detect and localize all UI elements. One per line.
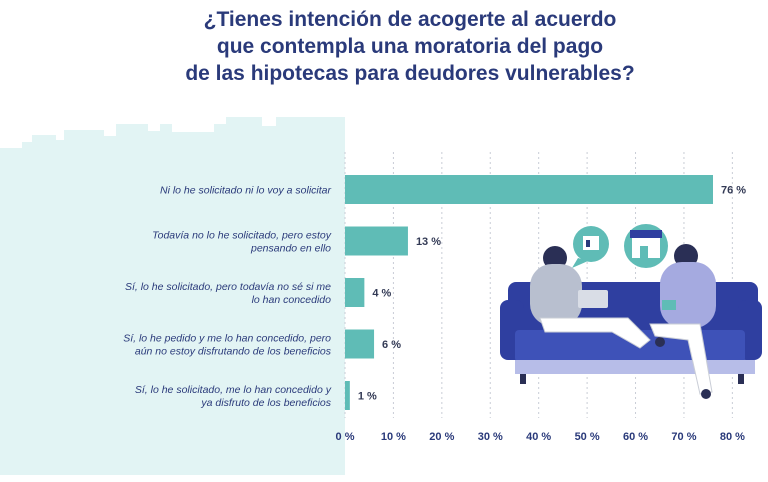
category-label-line: pensando en ello (250, 243, 331, 255)
value-label: 13 % (416, 236, 441, 248)
x-tick-label: 30 % (478, 431, 503, 443)
category-label-line: Sí, lo he pedido y me lo han concedido, … (123, 333, 331, 345)
x-tick-label: 70 % (671, 431, 696, 443)
title-line-2: que contempla una moratoria del pago (216, 35, 604, 58)
bar (345, 278, 365, 307)
bar (345, 175, 713, 204)
category-label-line: lo han concedido (252, 294, 332, 306)
category-label-line: Sí, lo he solicitado, pero todavía no sé… (125, 281, 331, 293)
x-tick-labels: 0 % 10 % 20 % 30 % 40 % 50 % 60 % 70 % 80 % (336, 431, 746, 443)
category-label-line: ya disfruto de los beneficios (200, 397, 331, 409)
category-labels: Ni lo he solicitado ni lo voy a solicita… (123, 185, 332, 410)
category-label: Todavía no lo he solicitado, pero estoy p… (152, 230, 332, 255)
person-right (649, 244, 716, 399)
x-tick-label: 20 % (429, 431, 454, 443)
value-label: 4 % (372, 288, 391, 300)
x-tick-label: 80 % (720, 431, 745, 443)
category-label: Sí, lo he solicitado, me lo han concedid… (135, 384, 332, 409)
category-label-line: aún no estoy disfrutando de los benefici… (135, 346, 332, 358)
category-label: Sí, lo he pedido y me lo han concedido, … (123, 333, 332, 358)
shop-icon (624, 224, 668, 268)
value-labels: 76 % 13 % 4 % 6 % 1 % (358, 185, 746, 403)
value-label: 6 % (382, 339, 401, 351)
bar (345, 329, 375, 359)
x-tick-label: 60 % (623, 431, 648, 443)
bar (345, 381, 350, 410)
title-line-3: de las hipotecas para deudores vulnerabl… (185, 62, 635, 85)
x-tick-label: 10 % (381, 431, 406, 443)
value-label: 76 % (721, 185, 746, 197)
x-tick-label: 40 % (526, 431, 551, 443)
bar (345, 226, 408, 256)
category-label-line: Todavía no lo he solicitado, pero estoy (152, 230, 332, 242)
bars (345, 175, 713, 410)
skyline-panel (0, 117, 345, 475)
chart-title: ¿Tienes intención de acogerte al acuerdo… (130, 6, 690, 87)
x-tick-label: 0 % (336, 431, 355, 443)
chat-bubble-icon (572, 226, 609, 268)
category-label: Ni lo he solicitado ni lo voy a solicita… (160, 185, 331, 197)
person-left (530, 246, 665, 349)
category-label-line: Sí, lo he solicitado, me lo han concedid… (135, 384, 332, 396)
x-tick-label: 50 % (575, 431, 600, 443)
title-line-1: ¿Tienes intención de acogerte al acuerdo (203, 8, 617, 31)
category-label-line: Ni lo he solicitado ni lo voy a solicita… (160, 185, 331, 197)
category-label: Sí, lo he solicitado, pero todavía no sé… (125, 281, 331, 306)
value-label: 1 % (358, 391, 377, 403)
sofa-illustration (500, 224, 762, 399)
